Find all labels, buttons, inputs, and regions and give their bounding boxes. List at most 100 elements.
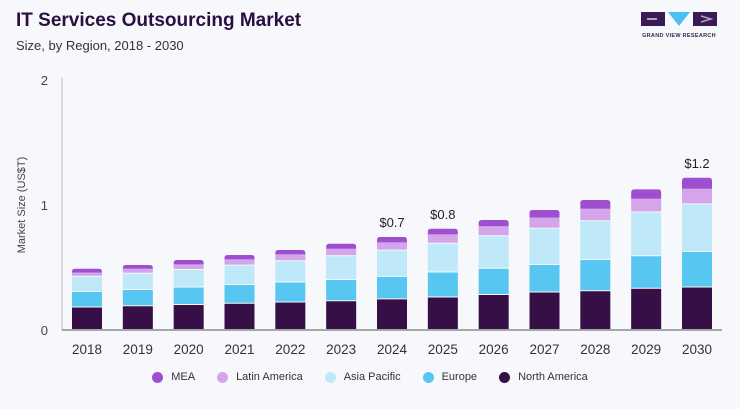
bar-2030: [682, 177, 712, 329]
x-tick-label: 2022: [275, 342, 305, 357]
bar-segment-latin-america: [682, 188, 712, 204]
legend-label: Europe: [441, 371, 478, 383]
bar-segment-mea: [529, 210, 560, 218]
y-tick-label: 0: [41, 323, 48, 338]
legend-item: Europe: [422, 371, 478, 383]
legend-item: Asia Pacific: [324, 371, 401, 383]
bar-segment-asia-pacific: [122, 273, 153, 289]
bar-2023: [326, 243, 357, 329]
legend-item: MEA: [152, 371, 195, 383]
bar-segment-europe: [427, 272, 458, 297]
bar-segment-asia-pacific: [72, 276, 102, 291]
legend-swatch: [499, 371, 511, 383]
stacked-bar-chart: 0 1 2 Market Size (US$T) 2018 2019 2020 2021 202…: [16, 73, 722, 357]
bar-2024: [377, 237, 407, 329]
legend-swatch: [217, 371, 229, 383]
bar-segment-latin-america: [377, 242, 407, 250]
bar-2018: [72, 268, 102, 329]
bar-segment-mea: [122, 265, 153, 269]
bar-segment-mea: [326, 243, 357, 249]
bar-segment-mea: [478, 220, 509, 227]
bar-segment-north-america: [173, 305, 204, 329]
bar-2020: [173, 260, 204, 329]
bar-segment-mea: [224, 255, 255, 260]
bar-segment-asia-pacific: [580, 221, 611, 259]
bar-segment-latin-america: [122, 268, 153, 273]
bar-segment-europe: [275, 282, 306, 302]
bar-segment-latin-america: [275, 254, 306, 261]
x-tick-label: 2025: [428, 342, 458, 357]
bar-segment-mea: [580, 200, 611, 209]
x-tick-label: 2020: [174, 342, 204, 357]
logo-text: GRAND VIEW RESEARCH: [642, 33, 716, 39]
bar-segment-north-america: [427, 297, 458, 329]
bar-segment-europe: [173, 287, 204, 304]
bar-segment-mea: [72, 268, 102, 273]
bar-2022: [275, 250, 306, 329]
bar-segment-europe: [377, 276, 407, 299]
bar-segment-latin-america: [631, 198, 662, 212]
bar-segment-mea: [173, 260, 204, 265]
bar-segment-latin-america: [326, 248, 357, 256]
x-tick-label: 2029: [631, 342, 661, 357]
bar-segment-latin-america: [224, 259, 255, 265]
bar-segment-asia-pacific: [224, 265, 255, 284]
x-tick-label: 2024: [377, 342, 408, 357]
bar-2027: [529, 210, 560, 329]
bar-segment-north-america: [682, 287, 712, 329]
bar-segment-north-america: [478, 295, 509, 329]
bar-2025: [427, 228, 458, 329]
bar-segment-asia-pacific: [682, 204, 712, 251]
legend-label: Asia Pacific: [343, 371, 401, 383]
data-label: $0.8: [430, 207, 455, 222]
bar-segment-north-america: [275, 302, 306, 329]
bar-2021: [224, 255, 255, 329]
bar-segment-asia-pacific: [326, 256, 357, 279]
bar-segment-mea: [427, 228, 458, 235]
bar-segment-asia-pacific: [377, 250, 407, 276]
bar-segment-asia-pacific: [275, 261, 306, 282]
bar-segment-asia-pacific: [529, 228, 560, 264]
x-tick-label: 2027: [529, 342, 559, 357]
bar-segment-north-america: [377, 299, 407, 329]
chart-subtitle: Size, by Region, 2018 - 2030: [16, 38, 184, 53]
legend-swatch: [422, 371, 434, 383]
bar-segment-asia-pacific: [478, 236, 509, 268]
bar-segment-latin-america: [529, 217, 560, 228]
bar-segment-mea: [275, 250, 306, 255]
bar-segment-mea: [377, 237, 407, 243]
legend-label: MEA: [171, 371, 196, 383]
bar-segment-mea: [631, 189, 662, 199]
bar-segment-north-america: [72, 307, 102, 329]
bar-segment-latin-america: [580, 208, 611, 221]
x-tick-label: 2019: [123, 342, 153, 357]
bar-segment-europe: [122, 290, 153, 306]
bar-segment-europe: [682, 251, 712, 287]
legend-item: North America: [499, 371, 588, 383]
bar-segment-asia-pacific: [173, 270, 204, 287]
x-tick-label: 2023: [326, 342, 356, 357]
bar-segment-north-america: [326, 301, 357, 329]
legend-swatch: [324, 371, 336, 383]
bar-segment-latin-america: [72, 272, 102, 276]
bar-segment-north-america: [631, 288, 662, 329]
legend-label: North America: [518, 371, 588, 383]
x-tick-label: 2026: [479, 342, 509, 357]
bar-segment-latin-america: [478, 226, 509, 236]
legend-item: Latin America: [217, 371, 303, 383]
bar-2019: [122, 265, 153, 329]
bar-segment-europe: [326, 280, 357, 301]
y-tick-label: 2: [41, 73, 48, 88]
bar-segment-latin-america: [427, 234, 458, 243]
bar-segment-europe: [224, 285, 255, 303]
bar-segment-europe: [580, 260, 611, 291]
logo-mark-icon: [641, 12, 717, 26]
x-tick-label: 2030: [682, 342, 712, 357]
data-label: $1.2: [684, 156, 709, 171]
bar-segment-europe: [72, 291, 102, 307]
bar-2026: [478, 220, 509, 329]
bar-segment-north-america: [122, 306, 153, 329]
chart-title: IT Services Outsourcing Market: [16, 10, 302, 31]
legend-swatch: [152, 371, 164, 383]
